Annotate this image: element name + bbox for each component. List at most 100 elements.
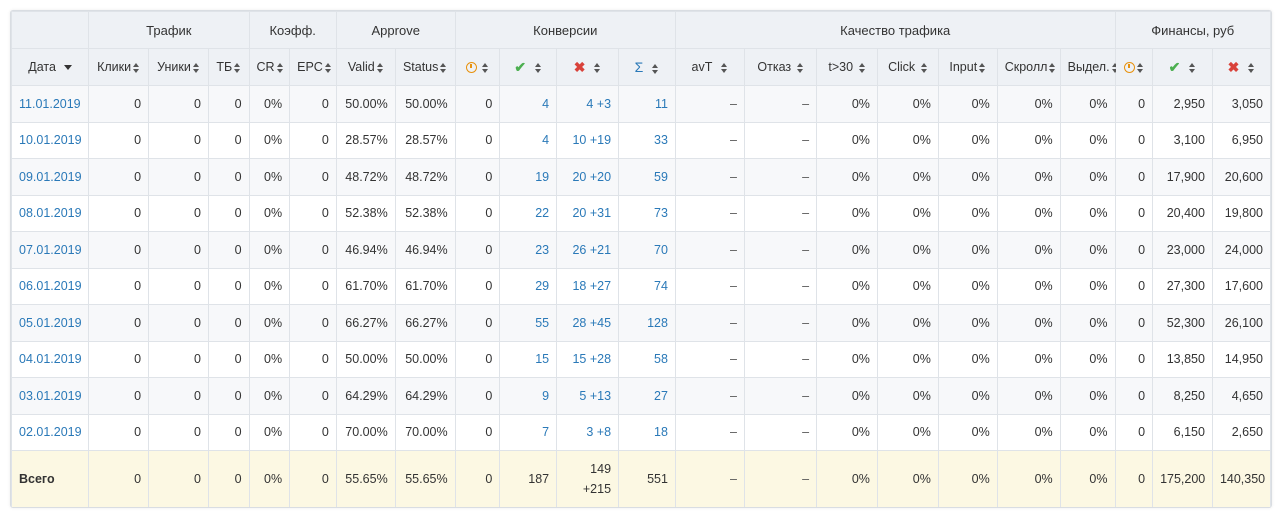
cell-conv-approved-link[interactable]: 29 xyxy=(535,279,550,294)
date-link[interactable]: 05.01.2019 xyxy=(19,315,82,330)
date-link[interactable]: 07.01.2019 xyxy=(19,242,82,257)
date-link[interactable]: 11.01.2019 xyxy=(19,96,81,111)
sort-icon[interactable] xyxy=(376,62,384,73)
sort-icon[interactable] xyxy=(652,63,659,74)
sort-icon[interactable] xyxy=(324,62,332,73)
cell-conv-sum-link[interactable]: 73 xyxy=(654,206,668,221)
col-header-select[interactable]: Выдел. xyxy=(1059,48,1118,86)
cell-conv-sum-link[interactable]: 18 xyxy=(654,425,668,440)
cell-conv-rejected: 4 +3 xyxy=(556,85,620,123)
cell-conv-hold: 0 xyxy=(454,413,501,451)
sort-icon[interactable] xyxy=(920,62,928,73)
col-header-status[interactable]: Status xyxy=(394,48,456,86)
sort-desc-icon[interactable] xyxy=(63,65,72,71)
clock-icon xyxy=(1123,62,1135,74)
date-link[interactable]: 09.01.2019 xyxy=(19,169,82,184)
col-header-tb[interactable]: ТБ xyxy=(207,48,250,86)
cell-tb: 0 xyxy=(207,377,250,415)
col-header-t30[interactable]: t>30 xyxy=(816,48,878,86)
cell-conv-rejected-link[interactable]: 4 +3 xyxy=(586,96,612,111)
col-header-bounce[interactable]: Отказ xyxy=(743,48,818,86)
cell-conv-approved-link[interactable]: 23 xyxy=(535,242,550,257)
cell-conv-sum-link[interactable]: 58 xyxy=(654,352,668,367)
cell-epc: 0 xyxy=(289,121,337,159)
cell-conv-rejected-link[interactable]: 18 +27 xyxy=(572,279,612,294)
cell-conv-approved-link[interactable]: 22 xyxy=(535,206,550,221)
col-header-clicks[interactable]: Клики xyxy=(88,48,150,86)
sort-icon[interactable] xyxy=(1049,62,1056,73)
col-header-conv-rejected[interactable]: ✖ xyxy=(556,48,620,86)
cell-conv-approved-link[interactable]: 4 xyxy=(542,96,550,111)
cell-conv-sum-link[interactable]: 11 xyxy=(654,96,668,111)
cell-conv-rejected-link[interactable]: 20 +31 xyxy=(572,206,612,221)
sort-icon[interactable] xyxy=(133,62,140,73)
cell-conv-sum-link[interactable]: 27 xyxy=(654,388,668,403)
cell-fin-approved: 2,950 xyxy=(1152,85,1213,123)
cell-conv-rejected-link[interactable]: 15 +28 xyxy=(572,352,612,367)
sort-icon[interactable] xyxy=(440,62,447,73)
sort-icon[interactable] xyxy=(234,62,241,73)
cell-conv-sum-link[interactable]: 33 xyxy=(654,133,668,148)
cell-conv-sum-link[interactable]: 128 xyxy=(647,315,668,330)
col-header-click[interactable]: Click xyxy=(876,48,939,86)
col-header-conv-sum[interactable]: Σ xyxy=(618,48,676,86)
col-header-conv-hold[interactable] xyxy=(454,48,501,86)
col-header-scroll[interactable]: Скролл xyxy=(996,48,1061,86)
cell-conv-approved: 23 xyxy=(499,231,558,269)
sort-icon[interactable] xyxy=(721,62,728,73)
sort-icon[interactable] xyxy=(535,63,542,74)
sort-icon[interactable] xyxy=(1136,62,1144,73)
col-header-fin-hold[interactable] xyxy=(1114,48,1154,86)
date-link[interactable]: 08.01.2019 xyxy=(19,206,82,221)
cell-conv-approved-link[interactable]: 9 xyxy=(542,388,550,403)
cell-conv-sum-link[interactable]: 74 xyxy=(654,279,668,294)
cell-conv-sum-link[interactable]: 70 xyxy=(654,242,668,257)
sort-icon[interactable] xyxy=(594,63,601,74)
cell-conv-approved-link[interactable]: 4 xyxy=(542,133,550,148)
sort-icon[interactable] xyxy=(482,62,489,73)
cell-clicks: 0 xyxy=(88,340,150,378)
sort-icon[interactable] xyxy=(858,62,866,73)
cell-conv-rejected: 28 +45 xyxy=(556,304,620,342)
sort-icon[interactable] xyxy=(979,62,986,73)
cell-conv-approved-link[interactable]: 15 xyxy=(535,352,550,367)
cell-conv-sum: 73 xyxy=(618,194,676,232)
cell-conv-approved-link[interactable]: 7 xyxy=(542,425,550,440)
date-link[interactable]: 06.01.2019 xyxy=(19,279,82,294)
col-header-fin-rejected[interactable]: ✖ xyxy=(1211,48,1271,86)
col-header-conv-approved[interactable]: ✔ xyxy=(499,48,558,86)
col-label-cr: CR xyxy=(256,60,275,74)
cell-conv-sum-link[interactable]: 59 xyxy=(654,169,668,184)
cell-cr: 0% xyxy=(248,413,291,451)
cell-conv-rejected-link[interactable]: 10 +19 xyxy=(572,133,612,148)
cell-conv-approved-link[interactable]: 55 xyxy=(535,315,550,330)
sort-icon[interactable] xyxy=(1248,63,1255,74)
col-header-epc[interactable]: EPC xyxy=(289,48,337,86)
col-header-avt[interactable]: avT xyxy=(674,48,745,86)
cell-conv-rejected-link[interactable]: 20 +20 xyxy=(572,169,612,184)
cell-fin-rejected: 24,000 xyxy=(1211,231,1271,269)
date-link[interactable]: 03.01.2019 xyxy=(19,388,82,403)
cell-conv-sum: 74 xyxy=(618,267,676,305)
date-link[interactable]: 04.01.2019 xyxy=(19,352,82,367)
sort-icon[interactable] xyxy=(1189,63,1196,74)
sort-icon[interactable] xyxy=(796,62,804,73)
col-header-cr[interactable]: CR xyxy=(248,48,291,86)
col-header-valid[interactable]: Valid xyxy=(335,48,396,86)
col-header-input[interactable]: Input xyxy=(937,48,998,86)
cell-conv-rejected-link[interactable]: 26 +21 xyxy=(572,242,612,257)
cell-conv-rejected-link[interactable]: 28 +45 xyxy=(572,315,612,330)
date-link[interactable]: 10.01.2019 xyxy=(19,133,82,148)
cell-status: 52.38% xyxy=(394,194,456,232)
col-header-uniques[interactable]: Уники xyxy=(148,48,209,86)
cell-conv-rejected-link[interactable]: 5 +13 xyxy=(579,388,612,403)
col-header-fin-approved[interactable]: ✔ xyxy=(1152,48,1213,86)
col-header-date[interactable]: Дата xyxy=(11,48,90,86)
sort-icon[interactable] xyxy=(192,62,200,73)
cell-conv-approved-link[interactable]: 19 xyxy=(535,169,550,184)
date-link[interactable]: 02.01.2019 xyxy=(19,425,82,440)
total-avt: – xyxy=(674,450,745,507)
cell-fin-approved: 27,300 xyxy=(1152,267,1213,305)
sort-icon[interactable] xyxy=(276,62,284,73)
cell-conv-rejected-link[interactable]: 3 +8 xyxy=(586,425,612,440)
